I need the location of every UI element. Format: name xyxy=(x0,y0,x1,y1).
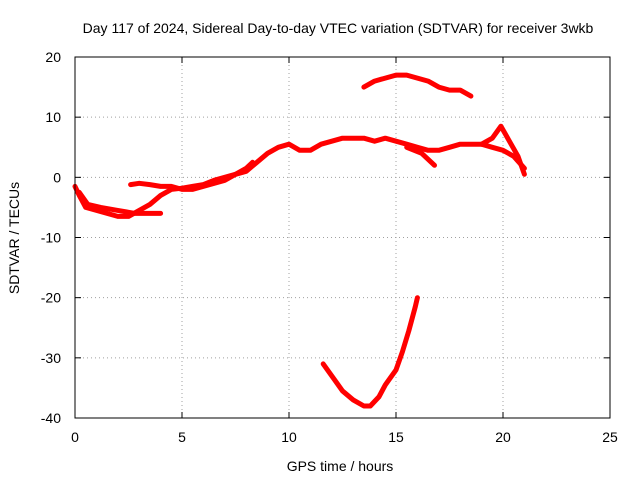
series-track-upper-arc xyxy=(361,72,474,99)
x-axis-label: GPS time / hours xyxy=(287,458,394,474)
y-tick-label: 20 xyxy=(45,49,61,65)
series-track-early-rise xyxy=(128,159,256,192)
series-track-evening-rise xyxy=(479,123,527,177)
grid xyxy=(75,57,610,418)
data-marks xyxy=(72,72,527,409)
x-tick-label: 25 xyxy=(602,429,618,445)
y-tick-label: -10 xyxy=(41,230,61,246)
y-tick-label: -30 xyxy=(41,350,61,366)
y-tick-label: 10 xyxy=(45,109,61,125)
x-tick-label: 0 xyxy=(71,429,79,445)
series-track-main-upper xyxy=(76,189,164,216)
series-track-deep-valley xyxy=(320,295,420,409)
y-tick-label: -20 xyxy=(41,290,61,306)
x-tick-label: 15 xyxy=(388,429,404,445)
series-track-dip-a xyxy=(404,144,437,168)
series-track-main-low xyxy=(72,135,527,219)
axis-ticks: 0 5 10 15 20 25 -40 -30 -20 -10 0 10 20 xyxy=(41,49,618,445)
y-tick-label: 0 xyxy=(53,169,61,185)
chart-title: Day 117 of 2024, Sidereal Day-to-day VTE… xyxy=(83,20,594,36)
x-tick-label: 20 xyxy=(495,429,511,445)
x-tick-label: 5 xyxy=(178,429,186,445)
y-tick-label: -40 xyxy=(41,410,61,426)
y-axis-label: SDTVAR / TECUs xyxy=(6,182,22,294)
x-tick-label: 10 xyxy=(281,429,297,445)
